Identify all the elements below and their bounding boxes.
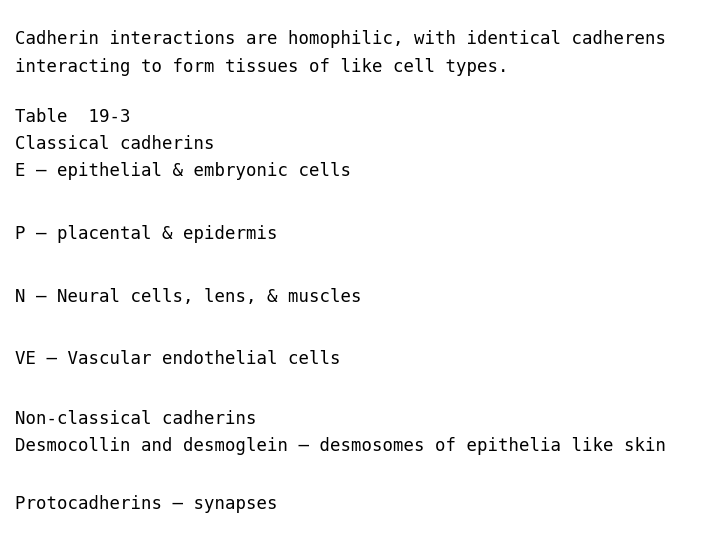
Text: N – Neural cells, lens, & muscles: N – Neural cells, lens, & muscles	[15, 288, 361, 306]
Text: Cadherin interactions are homophilic, with identical cadherens: Cadherin interactions are homophilic, wi…	[15, 30, 666, 48]
Text: P – placental & epidermis: P – placental & epidermis	[15, 225, 277, 243]
Text: Desmocollin and desmoglein – desmosomes of epithelia like skin: Desmocollin and desmoglein – desmosomes …	[15, 437, 666, 455]
Text: VE – Vascular endothelial cells: VE – Vascular endothelial cells	[15, 350, 341, 368]
Text: Table  19-3: Table 19-3	[15, 108, 130, 126]
Text: Non-classical cadherins: Non-classical cadherins	[15, 410, 256, 428]
Text: Protocadherins – synapses: Protocadherins – synapses	[15, 495, 277, 513]
Text: interacting to form tissues of like cell types.: interacting to form tissues of like cell…	[15, 58, 508, 76]
Text: E – epithelial & embryonic cells: E – epithelial & embryonic cells	[15, 162, 351, 180]
Text: Classical cadherins: Classical cadherins	[15, 135, 215, 153]
